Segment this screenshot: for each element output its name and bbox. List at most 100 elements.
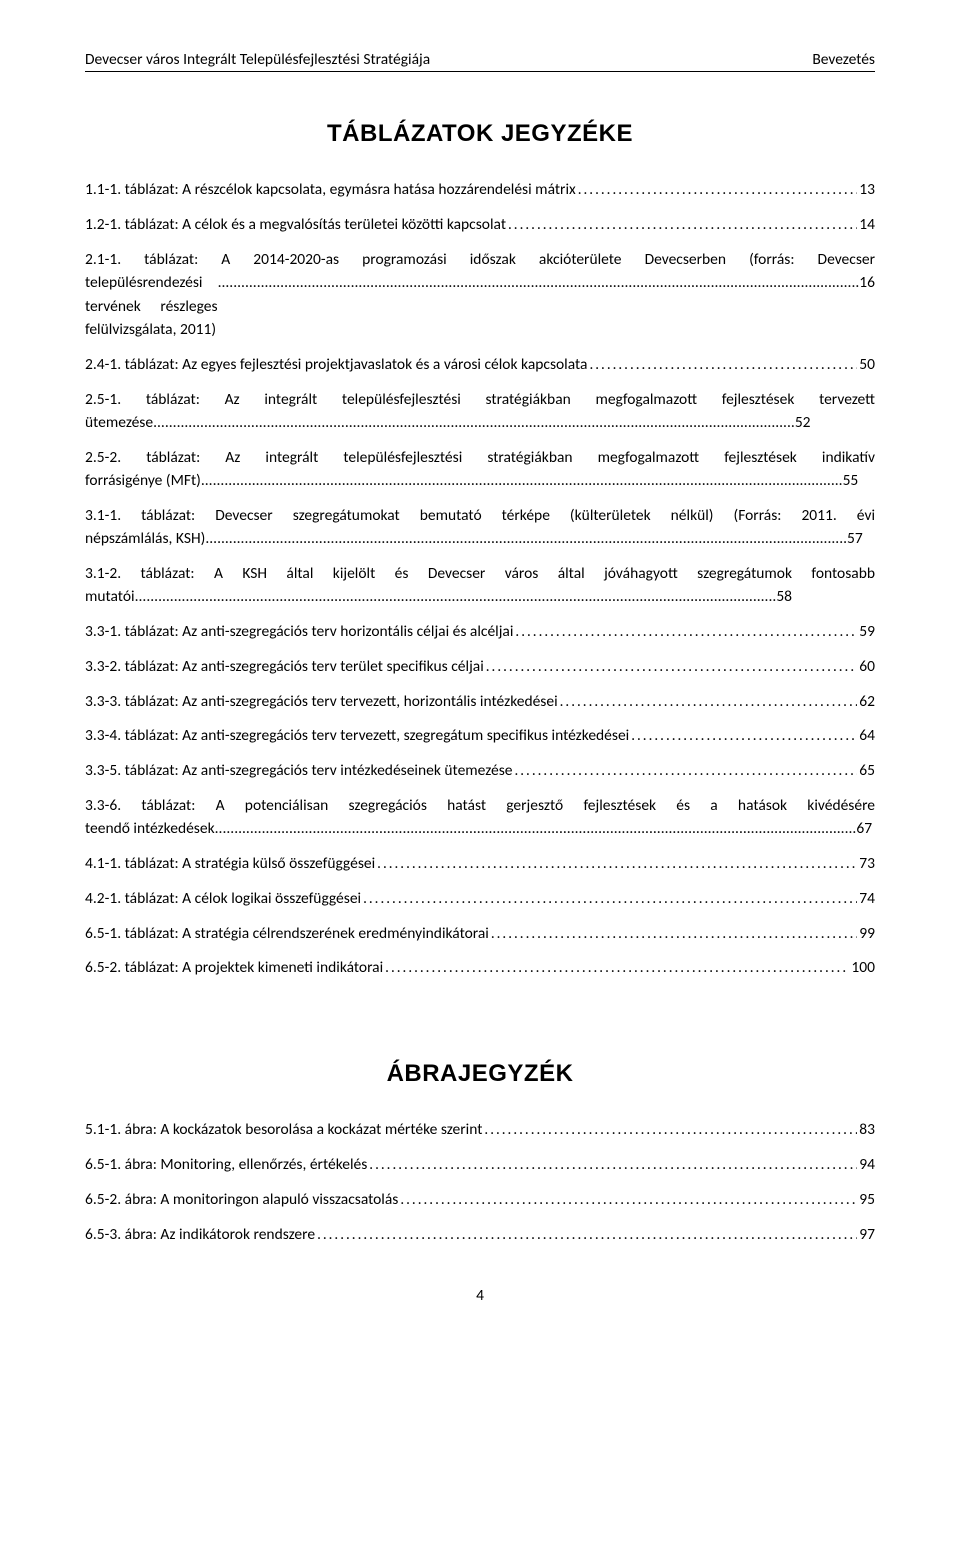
toc-line: 3.3-2. táblázat: Az anti-szegregációs te…: [85, 655, 875, 679]
toc-dots: ........................................…: [315, 1224, 857, 1247]
toc-entry: 2.1-1. táblázat: A 2014-2020-as programo…: [85, 248, 875, 342]
toc-line: 6.5-1. táblázat: A stratégia célrendszer…: [85, 922, 875, 946]
toc-entry-text: 6.5-3. ábra: Az indikátorok rendszere: [85, 1223, 315, 1247]
tables-list-title: TÁBLÁZATOK JEGYZÉKE: [85, 120, 875, 148]
toc-dots: ........................................…: [629, 725, 857, 748]
toc-page-number: 95: [857, 1188, 875, 1212]
toc-dots: ........................................…: [201, 469, 843, 493]
toc-entry: 6.5-2. táblázat: A projektek kimeneti in…: [85, 956, 875, 980]
toc-line: 6.5-3. ábra: Az indikátorok rendszere...…: [85, 1223, 875, 1247]
toc-entry-text: 2.1-1. táblázat: A 2014-2020-as programo…: [85, 248, 875, 272]
toc-entry: 3.3-3. táblázat: Az anti-szegregációs te…: [85, 690, 875, 714]
toc-line: 5.1-1. ábra: A kockázatok besorolása a k…: [85, 1118, 875, 1142]
toc-page-number: 52: [795, 411, 811, 435]
toc-entry-last-line: ütemezése...............................…: [85, 411, 875, 435]
page-header: Devecser város Integrált Településfejles…: [85, 50, 875, 72]
toc-entry-text: 3.3-5. táblázat: Az anti-szegregációs te…: [85, 759, 512, 783]
toc-entry-text: 3.1-2. táblázat: A KSH által kijelölt és…: [85, 562, 875, 586]
toc-entry-last-line: mutatói.................................…: [85, 585, 875, 609]
toc-line: 3.3-3. táblázat: Az anti-szegregációs te…: [85, 690, 875, 714]
toc-page-number: 97: [857, 1223, 875, 1247]
toc-dots: ........................................…: [383, 957, 849, 980]
toc-entry: 6.5-1. táblázat: A stratégia célrendszer…: [85, 922, 875, 946]
toc-page-number: 73: [857, 852, 875, 876]
toc-entry: 6.5-2. ábra: A monitoringon alapuló viss…: [85, 1188, 875, 1212]
toc-page-number: 67: [856, 817, 872, 841]
page-number: 4: [85, 1286, 875, 1305]
toc-entry-continuation: ütemezése: [85, 411, 153, 435]
toc-entry-last-line: forrásigénye (MFt)......................…: [85, 469, 875, 493]
toc-entry: 3.1-2. táblázat: A KSH által kijelölt és…: [85, 562, 875, 609]
toc-line: 3.3-1. táblázat: Az anti-szegregációs te…: [85, 620, 875, 644]
toc-dots: ........................................…: [513, 621, 857, 644]
toc-entry: 2.4-1. táblázat: Az egyes fejlesztési pr…: [85, 353, 875, 377]
toc-line: 4.2-1. táblázat: A célok logikai összefü…: [85, 887, 875, 911]
toc-dots: ........................................…: [215, 817, 857, 841]
toc-entry: 3.3-5. táblázat: Az anti-szegregációs te…: [85, 759, 875, 783]
toc-page-number: 74: [857, 887, 875, 911]
toc-page-number: 50: [857, 353, 875, 377]
toc-entry-text: 6.5-2. táblázat: A projektek kimeneti in…: [85, 956, 383, 980]
toc-entry: 2.5-2. táblázat: Az integrált településf…: [85, 446, 875, 493]
toc-dots: ........................................…: [576, 179, 858, 202]
toc-line: 6.5-1. ábra: Monitoring, ellenőrzés, ért…: [85, 1153, 875, 1177]
toc-entry-text: 4.2-1. táblázat: A célok logikai összefü…: [85, 887, 361, 911]
toc-dots: ........................................…: [484, 656, 858, 679]
toc-entry-last-line: népszámlálás, KSH)......................…: [85, 527, 875, 551]
toc-entry: 4.2-1. táblázat: A célok logikai összefü…: [85, 887, 875, 911]
toc-page-number: 100: [849, 956, 875, 980]
toc-entry-text: 3.3-6. táblázat: A potenciálisan szegreg…: [85, 794, 875, 818]
toc-page-number: 16: [859, 271, 875, 295]
toc-entry-text: 3.3-4. táblázat: Az anti-szegregációs te…: [85, 724, 629, 748]
toc-entry-continuation: teendő intézkedések: [85, 817, 215, 841]
toc-page-number: 62: [857, 690, 875, 714]
toc-entry-last-line: településrendezési tervének részleges fe…: [85, 271, 875, 342]
toc-page-number: 58: [776, 585, 792, 609]
figures-list-title: ÁBRAJEGYZÉK: [85, 1060, 875, 1088]
toc-page-number: 94: [857, 1153, 875, 1177]
toc-entry-text: 6.5-1. táblázat: A stratégia célrendszer…: [85, 922, 489, 946]
toc-dots: ........................................…: [135, 585, 777, 609]
toc-dots: ........................................…: [153, 411, 795, 435]
toc-page-number: 99: [857, 922, 875, 946]
toc-entry: 3.3-2. táblázat: Az anti-szegregációs te…: [85, 655, 875, 679]
toc-entry: 4.1-1. táblázat: A stratégia külső össze…: [85, 852, 875, 876]
header-right: Bevezetés: [812, 50, 875, 69]
toc-dots: ........................................…: [398, 1189, 857, 1212]
header-left: Devecser város Integrált Településfejles…: [85, 50, 430, 69]
toc-entry-text: 2.5-1. táblázat: Az integrált településf…: [85, 388, 875, 412]
toc-line: 4.1-1. táblázat: A stratégia külső össze…: [85, 852, 875, 876]
toc-page-number: 65: [857, 759, 875, 783]
toc-line: 1.1-1. táblázat: A részcélok kapcsolata,…: [85, 178, 875, 202]
toc-page-number: 59: [857, 620, 875, 644]
toc-entry-continuation: népszámlálás, KSH): [85, 527, 205, 551]
toc-entry: 6.5-3. ábra: Az indikátorok rendszere...…: [85, 1223, 875, 1247]
toc-entry: 3.1-1. táblázat: Devecser szegregátumoka…: [85, 504, 875, 551]
toc-page-number: 57: [847, 527, 863, 551]
toc-entry-text: 6.5-2. ábra: A monitoringon alapuló viss…: [85, 1188, 398, 1212]
toc-entry-text: 1.2-1. táblázat: A célok és a megvalósít…: [85, 213, 506, 237]
toc-entry-text: 3.1-1. táblázat: Devecser szegregátumoka…: [85, 504, 875, 528]
toc-entry-text: 3.3-1. táblázat: Az anti-szegregációs te…: [85, 620, 513, 644]
toc-entry: 3.3-4. táblázat: Az anti-szegregációs te…: [85, 724, 875, 748]
toc-entry-text: 2.5-2. táblázat: Az integrált településf…: [85, 446, 875, 470]
toc-dots: ........................................…: [375, 853, 857, 876]
toc-dots: ........................................…: [489, 923, 857, 946]
toc-dots: ........................................…: [361, 888, 857, 911]
toc-entry: 1.1-1. táblázat: A részcélok kapcsolata,…: [85, 178, 875, 202]
toc-line: 3.3-4. táblázat: Az anti-szegregációs te…: [85, 724, 875, 748]
toc-dots: ........................................…: [506, 214, 857, 237]
toc-entry-text: 3.3-2. táblázat: Az anti-szegregációs te…: [85, 655, 484, 679]
toc-line: 6.5-2. táblázat: A projektek kimeneti in…: [85, 956, 875, 980]
toc-dots: ........................................…: [587, 354, 857, 377]
toc-page-number: 55: [843, 469, 859, 493]
toc-dots: ........................................…: [218, 271, 860, 295]
toc-dots: ........................................…: [205, 527, 847, 551]
toc-line: 2.4-1. táblázat: Az egyes fejlesztési pr…: [85, 353, 875, 377]
toc-page-number: 14: [857, 213, 875, 237]
toc-entry: 6.5-1. ábra: Monitoring, ellenőrzés, ért…: [85, 1153, 875, 1177]
toc-line: 6.5-2. ábra: A monitoringon alapuló viss…: [85, 1188, 875, 1212]
toc-page-number: 83: [857, 1118, 875, 1142]
toc-dots: ........................................…: [367, 1154, 857, 1177]
toc-entry-text: 6.5-1. ábra: Monitoring, ellenőrzés, ért…: [85, 1153, 367, 1177]
